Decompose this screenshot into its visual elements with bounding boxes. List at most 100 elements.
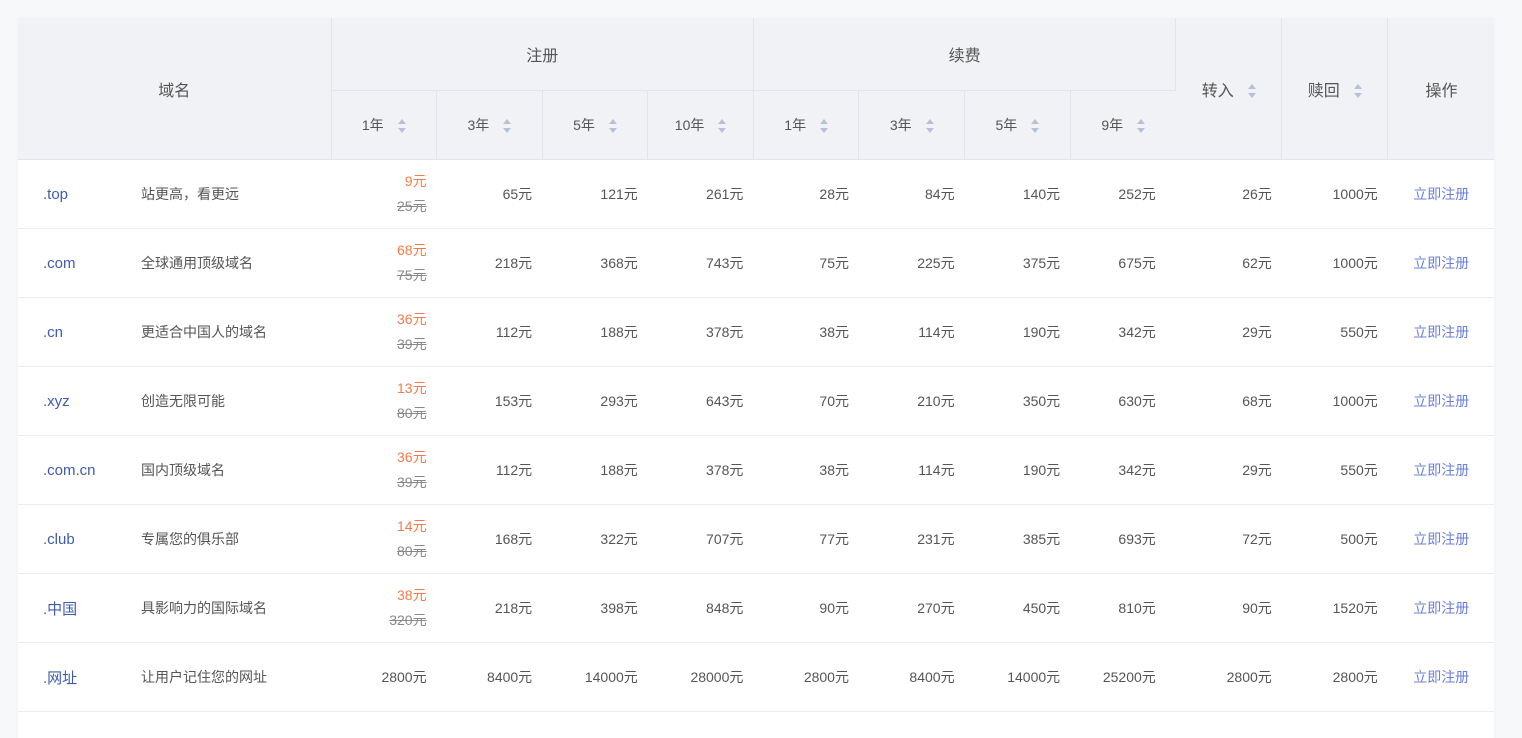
sort-icon[interactable] [608, 119, 617, 134]
price-reg-10y: 28000元 [647, 642, 754, 712]
col-header-reg-3y[interactable]: 3年 [436, 90, 543, 160]
price-reg-1y: 36元 39元 [331, 297, 437, 367]
sort-icon[interactable] [925, 119, 934, 134]
price-reg-1y: 36元 39元 [331, 435, 437, 505]
col-header-renew-1y[interactable]: 1年 [753, 90, 860, 160]
price-reg-5y: 322元 [542, 504, 648, 574]
domain-suffix[interactable]: .中国 [43, 600, 78, 618]
original-price: 80元 [397, 405, 427, 421]
price-transfer: 62元 [1175, 228, 1282, 298]
price-renew-3y: 210元 [858, 366, 965, 436]
sort-icon[interactable] [820, 119, 829, 134]
domain-suffix[interactable]: .cn [43, 323, 64, 341]
domain-cell: .top 站更高，看更远 [18, 159, 331, 229]
col-header-label: 1年 [361, 117, 384, 133]
table-row: .网址 让用户记住您的网址 2800元 8400元 14000元 28000元 2… [18, 642, 1494, 712]
price-reg-3y: 8400元 [436, 642, 543, 712]
sort-icon[interactable] [397, 119, 406, 134]
price-reg-10y: 643元 [647, 366, 754, 436]
original-price: 39元 [397, 474, 427, 490]
domain-cell: .xyz 创造无限可能 [18, 366, 331, 436]
price-transfer: 68元 [1175, 366, 1282, 436]
domain-suffix[interactable]: .top [43, 185, 69, 203]
price-reg-3y: 65元 [436, 159, 543, 229]
price-renew-5y: 385元 [964, 504, 1071, 574]
price-reg-10y: 261元 [647, 159, 754, 229]
price-reg-5y: 398元 [542, 573, 648, 643]
col-header-redeem[interactable]: 赎回 [1281, 18, 1389, 160]
price-reg-10y: 848元 [647, 573, 754, 643]
col-header-label: 1年 [784, 117, 807, 133]
register-now-link[interactable]: 立即注册 [1387, 366, 1494, 436]
price-renew-9y: 675元 [1070, 228, 1176, 298]
sale-price: 68元 [397, 242, 427, 258]
price-renew-9y: 342元 [1070, 435, 1176, 505]
sort-icon[interactable] [503, 119, 512, 134]
price-renew-5y: 190元 [964, 435, 1071, 505]
domain-suffix[interactable]: .com [43, 254, 76, 272]
register-now-link[interactable]: 立即注册 [1387, 228, 1494, 298]
register-now-link[interactable]: 立即注册 [1387, 297, 1494, 367]
original-price: 75元 [397, 267, 427, 283]
col-header-action: 操作 [1387, 18, 1494, 160]
price-renew-1y: 75元 [753, 228, 859, 298]
price-redeem: 500元 [1281, 504, 1388, 574]
price-reg-5y: 188元 [542, 435, 648, 505]
sort-icon[interactable] [1353, 84, 1362, 99]
table-row: .中国 具影响力的国际域名 38元 320元 218元 398元 848元 90元 … [18, 573, 1494, 643]
col-header-renew-5y[interactable]: 5年 [964, 90, 1071, 160]
sort-icon[interactable] [1137, 119, 1146, 134]
domain-desc: 更适合中国人的域名 [141, 324, 267, 340]
price-reg-5y: 121元 [542, 159, 648, 229]
table-row: .cn 更适合中国人的域名 36元 39元 112元 188元 378元 38元 1… [18, 297, 1494, 367]
domain-suffix[interactable]: .com.cn [43, 461, 96, 479]
sort-icon[interactable] [1247, 84, 1256, 99]
register-now-link[interactable]: 立即注册 [1387, 159, 1494, 229]
register-now-link[interactable]: 立即注册 [1387, 504, 1494, 574]
col-header-domain: 域名 [18, 18, 332, 160]
domain-desc: 全球通用顶级域名 [141, 255, 253, 271]
domain-suffix[interactable]: .xyz [43, 392, 70, 410]
price-renew-9y: 252元 [1070, 159, 1176, 229]
price-renew-9y: 25200元 [1070, 642, 1176, 712]
price-redeem: 550元 [1281, 297, 1388, 367]
price-renew-3y: 114元 [858, 435, 965, 505]
price-transfer: 26元 [1175, 159, 1282, 229]
col-header-label: 10年 [674, 117, 705, 133]
register-now-link[interactable]: 立即注册 [1387, 642, 1494, 712]
col-header-reg-5y[interactable]: 5年 [542, 90, 649, 160]
col-header-reg-10y[interactable]: 10年 [647, 90, 754, 160]
col-header-transfer[interactable]: 转入 [1175, 18, 1283, 160]
col-header-reg-1y[interactable]: 1年 [331, 90, 438, 160]
original-price: 320元 [389, 612, 427, 628]
domain-desc: 站更高，看更远 [141, 186, 239, 202]
price-renew-1y: 38元 [753, 435, 859, 505]
price-renew-5y: 140元 [964, 159, 1071, 229]
price-renew-5y: 450元 [964, 573, 1071, 643]
domain-price-table: 域名 注册 续费 转入 赎回 操作 1年 3年 5年 10年 1年 3年 5年 … [18, 18, 1494, 712]
register-now-link[interactable]: 立即注册 [1387, 435, 1494, 505]
price-renew-1y: 77元 [753, 504, 859, 574]
price-reg-1y: 13元 80元 [331, 366, 437, 436]
price-reg-10y: 743元 [647, 228, 754, 298]
col-header-renew-9y[interactable]: 9年 [1070, 90, 1176, 160]
price-redeem: 550元 [1281, 435, 1388, 505]
col-header-renew-3y[interactable]: 3年 [858, 90, 966, 160]
price-reg-3y: 112元 [436, 435, 543, 505]
register-now-link[interactable]: 立即注册 [1387, 573, 1494, 643]
sort-icon[interactable] [718, 119, 727, 134]
price-renew-3y: 84元 [858, 159, 965, 229]
price-transfer: 2800元 [1175, 642, 1282, 712]
domain-suffix[interactable]: .网址 [43, 669, 78, 687]
domain-desc: 让用户记住您的网址 [141, 669, 267, 685]
price-transfer: 29元 [1175, 297, 1282, 367]
price-redeem: 1000元 [1281, 159, 1388, 229]
domain-cell: .cn 更适合中国人的域名 [18, 297, 331, 367]
sort-icon[interactable] [1031, 119, 1040, 134]
price-renew-3y: 8400元 [858, 642, 965, 712]
price-renew-9y: 342元 [1070, 297, 1176, 367]
price-renew-9y: 630元 [1070, 366, 1176, 436]
table-row: .com.cn 国内顶级域名 36元 39元 112元 188元 378元 38元 … [18, 435, 1494, 505]
domain-suffix[interactable]: .club [43, 530, 75, 548]
domain-desc: 创造无限可能 [141, 393, 225, 409]
